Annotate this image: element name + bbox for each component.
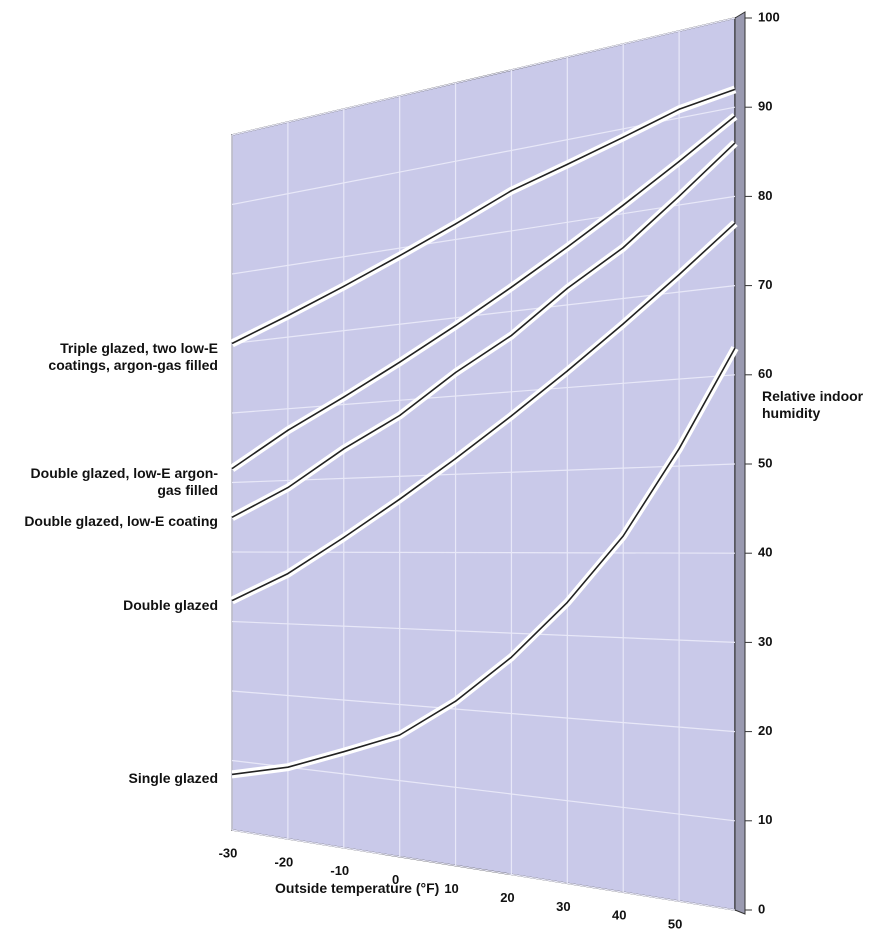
x-tick-label: 40 xyxy=(612,908,626,923)
y-axis-title: Relative indoor humidity xyxy=(762,388,872,422)
y-tick-label: 100 xyxy=(758,9,780,24)
series-label: Single glazed xyxy=(8,770,218,787)
y-tick-label: 20 xyxy=(758,723,772,738)
y-tick-label: 70 xyxy=(758,277,772,292)
panel xyxy=(232,18,735,910)
y-tick-label: 10 xyxy=(758,812,772,827)
y-tick-label: 60 xyxy=(758,366,772,381)
y-tick-label: 30 xyxy=(758,634,772,649)
x-tick-label: 50 xyxy=(668,917,682,932)
x-tick-label: -20 xyxy=(274,854,293,869)
y-tick-label: 40 xyxy=(758,545,772,560)
y-tick-label: 50 xyxy=(758,455,772,470)
x-tick-label: 30 xyxy=(556,899,570,914)
page: 0102030405060708090100-30-20-10010203040… xyxy=(0,0,885,933)
panel-edge xyxy=(735,12,745,914)
y-tick-label: 0 xyxy=(758,901,765,916)
series-label: Double glazed, low-E coating xyxy=(8,513,218,530)
x-tick-label: 20 xyxy=(500,890,514,905)
x-tick-label: -10 xyxy=(330,863,349,878)
series-label: Triple glazed, two low-E coatings, argon… xyxy=(8,340,218,374)
series-label: Double glazed, low-E argon-gas filled xyxy=(8,465,218,499)
y-tick-label: 90 xyxy=(758,99,772,114)
x-axis-title: Outside temperature (°F) xyxy=(275,880,455,897)
y-tick-label: 80 xyxy=(758,188,772,203)
series-label: Double glazed xyxy=(8,597,218,614)
x-tick-label: -30 xyxy=(219,845,238,860)
